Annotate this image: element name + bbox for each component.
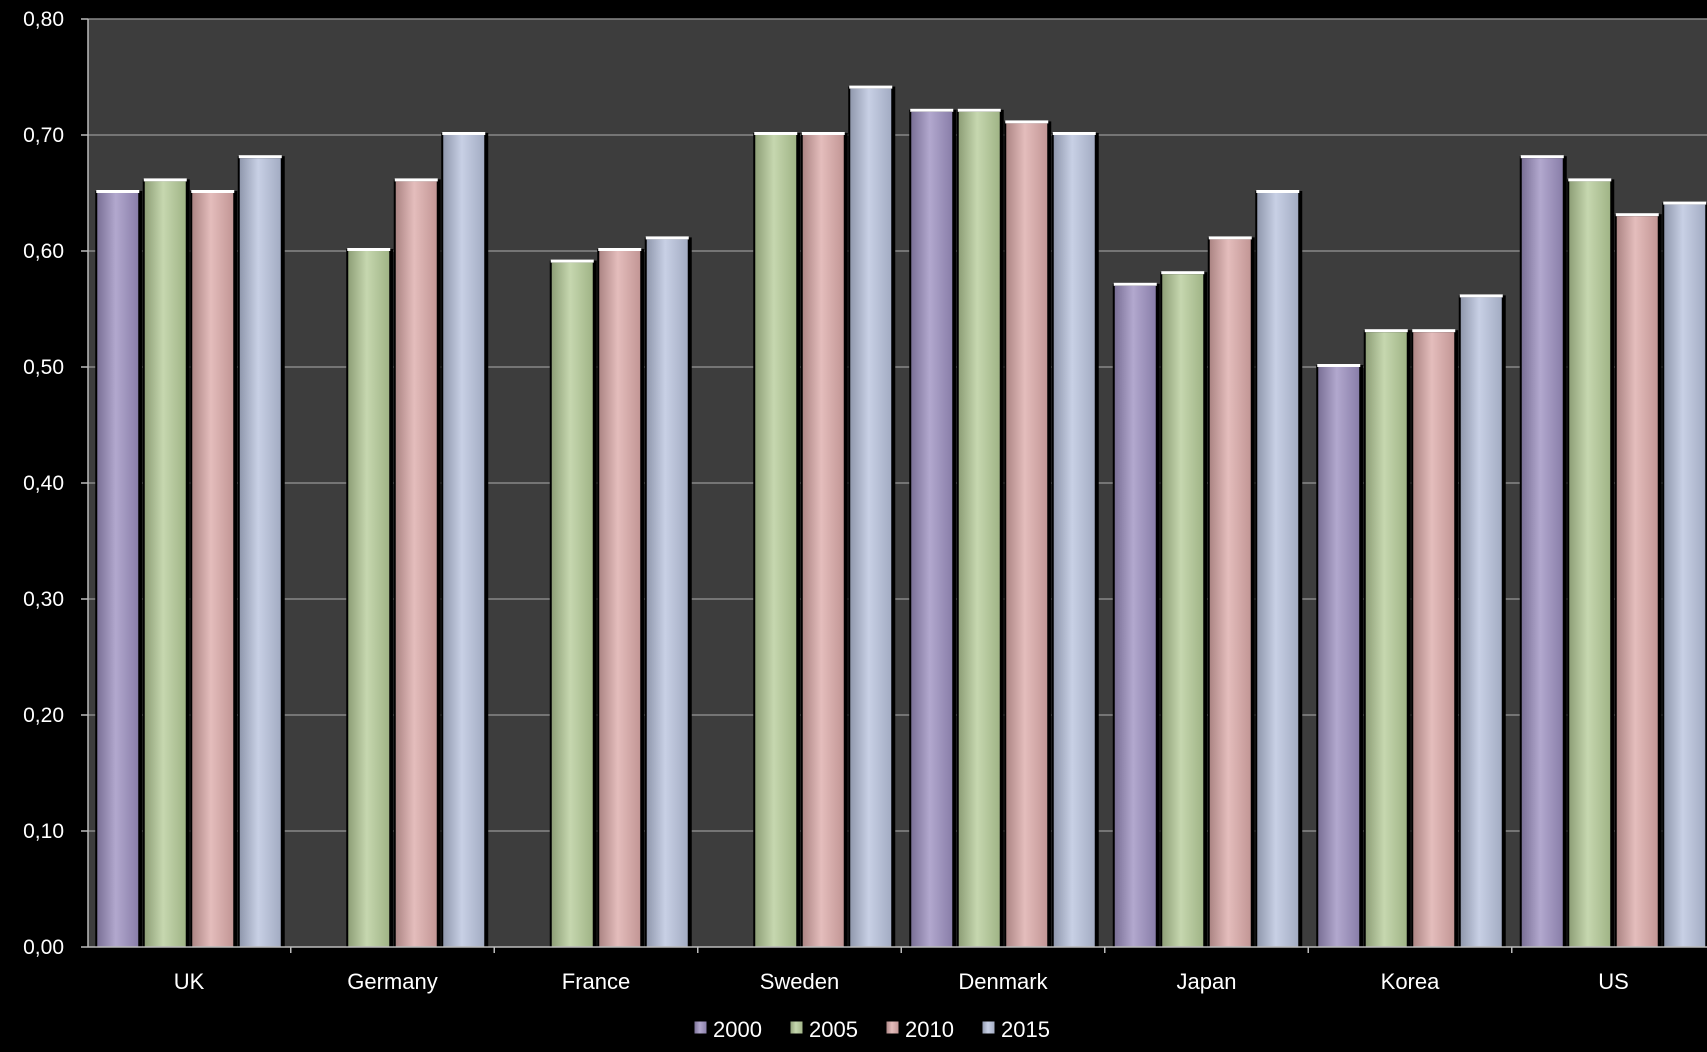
bar-highlight (1114, 283, 1157, 286)
bar-japan-2000 (1115, 286, 1156, 947)
legend-label-2000: 2000 (713, 1017, 762, 1042)
x-category-label: Denmark (958, 969, 1048, 994)
x-category-label: Sweden (760, 969, 840, 994)
bar-highlight (910, 109, 953, 112)
bar-highlight (1616, 213, 1659, 216)
bar-highlight (1005, 120, 1048, 123)
bar-germany-2015 (443, 135, 484, 947)
bar-highlight (1460, 294, 1503, 297)
bar-highlight (1412, 329, 1455, 332)
bar-highlight (442, 132, 485, 135)
bar-sweden-2015 (850, 89, 891, 947)
bar-japan-2015 (1257, 193, 1298, 947)
bar-highlight (1053, 132, 1096, 135)
bar-uk-2015 (240, 158, 281, 947)
bar-uk-2005 (145, 181, 186, 947)
x-category-label: Korea (1381, 969, 1440, 994)
bar-highlight (1161, 271, 1204, 274)
bar-highlight (1568, 178, 1611, 181)
bar-japan-2010 (1210, 239, 1251, 947)
y-tick-label: 0,00 (23, 936, 64, 959)
bar-highlight (347, 248, 390, 251)
bar-uk-2010 (192, 193, 233, 947)
x-category-label: Germany (347, 969, 437, 994)
y-tick-label: 0,40 (23, 472, 64, 495)
bar-highlight (1521, 155, 1564, 158)
bar-highlight (191, 190, 234, 193)
bar-highlight (395, 178, 438, 181)
legend-label-2015: 2015 (1001, 1017, 1050, 1042)
y-tick-label: 0,30 (23, 588, 64, 611)
legend-swatch-2010 (886, 1021, 899, 1034)
x-category-label: US (1598, 969, 1629, 994)
legend-label-2005: 2005 (809, 1017, 858, 1042)
bar-denmark-2010 (1006, 123, 1047, 947)
bar-highlight (1365, 329, 1408, 332)
bar-korea-2010 (1413, 332, 1454, 947)
bar-france-2005 (552, 263, 593, 947)
bar-korea-2015 (1461, 297, 1502, 947)
legend-swatch-2000 (694, 1021, 707, 1034)
bar-highlight (754, 132, 797, 135)
bar-highlight (1317, 364, 1360, 367)
y-tick-label: 0,70 (23, 124, 64, 147)
y-tick-label: 0,80 (23, 8, 64, 31)
bar-highlight (849, 86, 892, 89)
legend-swatch-2005 (790, 1021, 803, 1034)
y-tick-label: 0,50 (23, 356, 64, 379)
x-category-label: Japan (1177, 969, 1237, 994)
bar-sweden-2005 (755, 135, 796, 947)
bar-denmark-2005 (959, 112, 1000, 947)
bar-highlight (239, 155, 282, 158)
bar-korea-2000 (1318, 367, 1359, 947)
bar-highlight (144, 178, 187, 181)
legend-swatch-2015 (982, 1021, 995, 1034)
x-category-label: France (562, 969, 630, 994)
bar-japan-2005 (1162, 274, 1203, 947)
bar-highlight (551, 260, 594, 263)
y-tick-label: 0,60 (23, 240, 64, 263)
bar-denmark-2015 (1054, 135, 1095, 947)
bar-highlight (598, 248, 641, 251)
bar-highlight (1256, 190, 1299, 193)
bar-korea-2005 (1366, 332, 1407, 947)
y-tick-label: 0,10 (23, 820, 64, 843)
bar-us-2000 (1522, 158, 1563, 947)
bar-highlight (1209, 236, 1252, 239)
bar-highlight (1663, 202, 1706, 205)
bar-uk-2000 (97, 193, 138, 947)
bar-highlight (646, 236, 689, 239)
bar-germany-2005 (348, 251, 389, 947)
y-tick-label: 0,20 (23, 704, 64, 727)
bar-france-2010 (599, 251, 640, 947)
bar-highlight (96, 190, 139, 193)
legend-label-2010: 2010 (905, 1017, 954, 1042)
bar-denmark-2000 (911, 112, 952, 947)
bar-germany-2010 (396, 181, 437, 947)
bar-highlight (958, 109, 1001, 112)
x-category-label: UK (174, 969, 205, 994)
bar-france-2015 (647, 239, 688, 947)
bar-us-2010 (1617, 216, 1658, 947)
bar-highlight (802, 132, 845, 135)
bar-us-2005 (1569, 181, 1610, 947)
bar-us-2015 (1664, 205, 1705, 947)
bar-sweden-2010 (803, 135, 844, 947)
